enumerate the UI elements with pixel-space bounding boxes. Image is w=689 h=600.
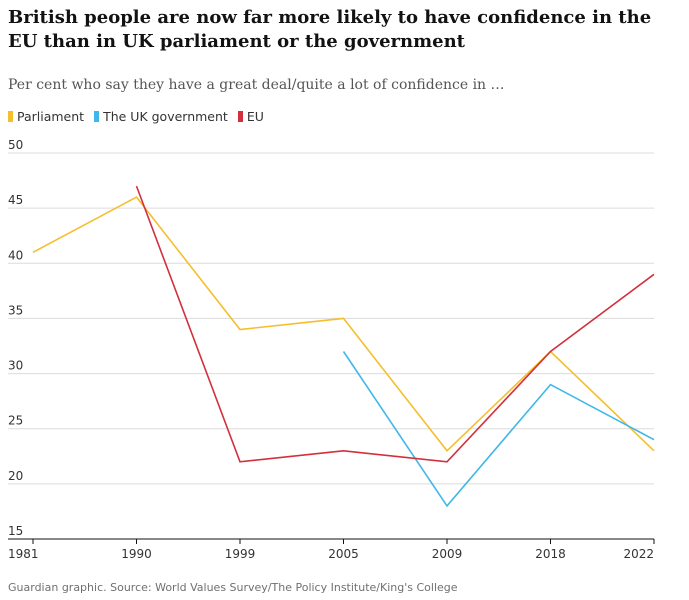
legend-label-uk-government: The UK government: [103, 109, 228, 124]
x-tick-label-2022: 2022: [623, 547, 654, 561]
legend-swatch-parliament: [8, 111, 13, 122]
line-chart: 15 20 25 30 35 40 45 50 1981 1990 1999 2005 2009 2018…: [8, 138, 655, 561]
y-tick-label-40: 40: [8, 248, 23, 262]
y-tick-label-45: 45: [8, 193, 23, 207]
legend-item-uk-government: The UK government: [94, 109, 228, 124]
series-line-parliament: [32, 196, 655, 452]
x-tick-label-1981: 1981: [8, 547, 39, 561]
chart-title: British people are now far more likely t…: [8, 7, 652, 52]
x-tick-label-1999: 1999: [225, 547, 256, 561]
legend: Parliament The UK government EU: [8, 109, 264, 124]
y-tick-label-35: 35: [8, 303, 23, 317]
legend-swatch-uk-government: [94, 111, 100, 122]
y-tick-label-15: 15: [8, 524, 23, 538]
legend-label-parliament: Parliament: [17, 109, 85, 124]
legend-item-eu: EU: [237, 109, 264, 124]
x-tick-label-2018: 2018: [535, 547, 566, 561]
y-tick-label-30: 30: [8, 359, 23, 373]
y-tick-label-20: 20: [8, 469, 23, 483]
legend-item-parliament: Parliament: [8, 109, 84, 124]
legend-swatch-eu: [237, 111, 243, 122]
x-tick-label-2009: 2009: [432, 547, 463, 561]
series-line-eu: [135, 185, 655, 463]
y-tick-label-50: 50: [8, 138, 23, 152]
series-line-the-uk-government: [342, 351, 655, 508]
legend-label-eu: EU: [246, 109, 264, 124]
x-tick-label-1990: 1990: [121, 547, 152, 561]
y-tick-label-25: 25: [8, 414, 23, 428]
chart-subtitle: Per cent who say they have a great deal/…: [8, 77, 505, 93]
source-note: Guardian graphic. Source: World Values S…: [8, 581, 458, 594]
x-tick-label-2005: 2005: [328, 547, 359, 561]
